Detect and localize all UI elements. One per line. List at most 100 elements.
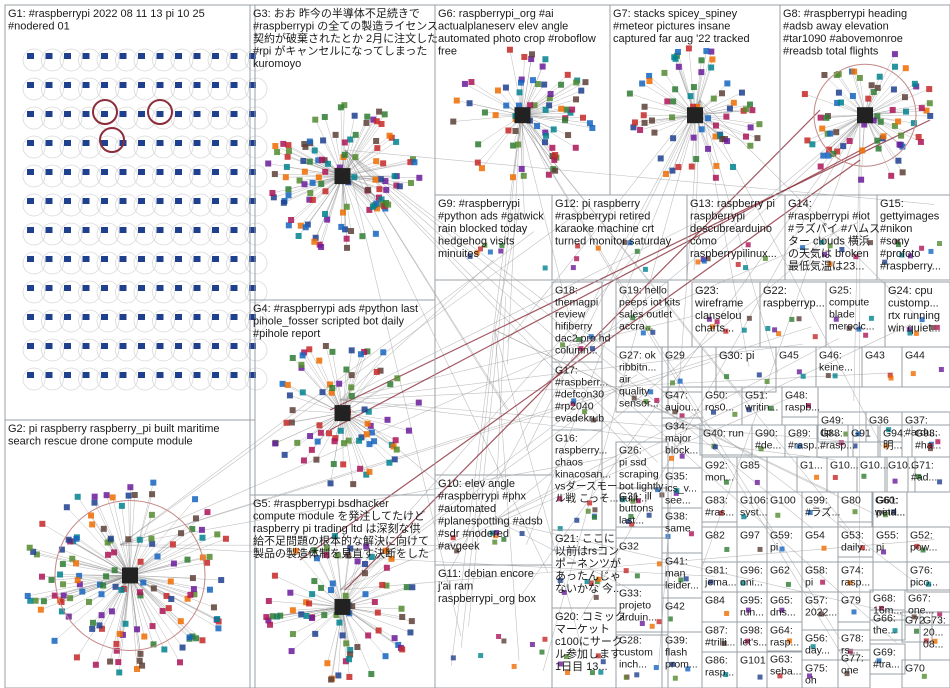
graph-edge [339, 252, 638, 591]
graph-node [641, 119, 648, 126]
graph-node [178, 530, 185, 537]
graph-node [283, 419, 290, 426]
graph-node [779, 546, 785, 552]
group-label-line: tip... [821, 427, 841, 439]
graph-node [349, 603, 356, 610]
graph-node [101, 53, 108, 59]
graph-edge [76, 538, 131, 576]
graph-node [192, 515, 199, 522]
graph-node [930, 325, 936, 331]
graph-node [853, 254, 859, 260]
graph-node [708, 64, 715, 71]
group-panel-g79 [837, 591, 871, 623]
node-ring [133, 77, 157, 101]
group-label-line: あったんじゃ [555, 570, 621, 583]
graph-node [27, 372, 34, 378]
node-ring [133, 338, 157, 362]
group-label-line: G30: pi [719, 350, 754, 362]
graph-edge [283, 175, 343, 204]
graph-node [474, 159, 481, 166]
group-label-line: G10... [830, 460, 859, 472]
node-ring [22, 193, 46, 217]
group-label-line: G69: [873, 647, 896, 659]
graph-node [557, 661, 563, 667]
graph-node [175, 140, 182, 146]
graph-node [271, 171, 278, 178]
graph-node [567, 109, 574, 116]
graph-node [661, 69, 668, 76]
group-label-g40: G40: run [703, 428, 744, 440]
node-ring [244, 193, 268, 217]
graph-node [91, 493, 98, 500]
graph-node [911, 614, 917, 620]
node-ring [59, 251, 83, 275]
group-label-line: G36 [869, 415, 889, 427]
group-label-g47: G47: aujou... [665, 390, 699, 414]
graph-node [450, 118, 457, 125]
graph-node [724, 374, 730, 380]
group-label-line: G66: [873, 613, 896, 625]
group-label-line: G68: [873, 593, 896, 605]
graph-node [366, 206, 373, 213]
node-ring [59, 135, 83, 159]
graph-node [154, 553, 161, 560]
graph-node [82, 140, 90, 146]
graph-node [411, 159, 418, 166]
graph-edge [106, 495, 131, 576]
graph-node [643, 399, 649, 405]
group-label-g102: G10... [860, 460, 889, 472]
graph-node [119, 343, 127, 349]
graph-node [105, 551, 112, 558]
group-label-g37: G37: #ardu... [905, 415, 941, 439]
graph-node [501, 638, 507, 644]
graph-node [779, 607, 785, 613]
group-label-line: #tar1090 #abovemonroe [783, 33, 903, 45]
graph-node [398, 605, 405, 612]
graph-node [889, 106, 896, 113]
group-label-g92: G92: mon... [705, 460, 734, 484]
group-label-line: rasp... [770, 637, 799, 649]
graph-node [796, 369, 802, 375]
graph-node [302, 224, 309, 231]
graph-node [382, 653, 389, 660]
node-ring [226, 309, 249, 333]
graph-node [356, 437, 363, 444]
graph-node [628, 513, 634, 519]
graph-node [926, 581, 932, 587]
graph-node [574, 256, 580, 262]
group-label-line: air [619, 374, 631, 386]
graph-node [888, 172, 895, 179]
graph-node [337, 427, 344, 434]
graph-node [578, 87, 585, 94]
node-ring [59, 367, 83, 391]
group-label-g73: G73: 20... 08... [923, 615, 946, 651]
node-ring [189, 251, 212, 275]
graph-node [285, 192, 292, 199]
graph-node [289, 607, 296, 614]
node-ring [115, 338, 138, 362]
graph-node [648, 389, 654, 395]
graph-node [331, 533, 338, 540]
node-ring [41, 48, 64, 72]
graph-node [630, 498, 636, 504]
group-label-line: G35: [665, 471, 688, 483]
graph-node [131, 491, 138, 498]
graph-node [45, 198, 53, 204]
graph-node [698, 57, 705, 64]
graph-node [539, 63, 546, 70]
graph-node [823, 114, 830, 121]
node-ring [59, 106, 83, 130]
graph-edge [864, 88, 930, 116]
graph-node [541, 81, 548, 88]
graph-node [300, 457, 307, 464]
graph-node [705, 115, 712, 122]
group-panel-g90 [751, 424, 786, 458]
group-label-line: search rescue drone compute module [8, 436, 193, 448]
graph-node [206, 553, 213, 560]
graph-node [92, 661, 99, 668]
graph-node [165, 605, 172, 612]
graph-node [230, 82, 238, 88]
group-label-line: G10: elev angle [438, 478, 515, 490]
graph-node [493, 533, 499, 539]
graph-edge [342, 116, 368, 177]
